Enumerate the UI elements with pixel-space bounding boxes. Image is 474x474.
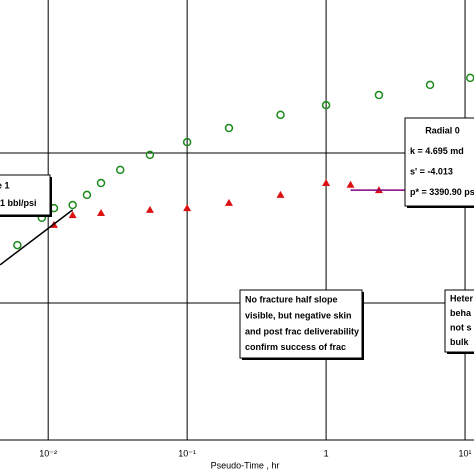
point: [97, 208, 106, 216]
point: [183, 204, 192, 212]
point: [276, 110, 285, 120]
point: [276, 190, 285, 198]
x-tick-label: 10⁻¹: [178, 448, 196, 458]
point: [346, 180, 355, 188]
point: [224, 198, 233, 206]
annotation-text: No fracture half slope: [245, 295, 338, 305]
annotation-text: bulk: [450, 337, 469, 347]
annotation-text: e 1: [0, 181, 10, 191]
x-tick-label: 10¹: [459, 448, 472, 458]
annotation-text: k = 4.695 md: [410, 146, 464, 156]
annotation-box: [444, 289, 474, 353]
annotation-text: Radial 0: [425, 126, 460, 136]
point: [68, 211, 77, 219]
x-tick-label: 10⁻²: [39, 448, 57, 458]
annotation-text: Heter: [450, 294, 474, 304]
point: [182, 137, 192, 147]
point: [322, 179, 331, 187]
point: [115, 165, 125, 175]
x-axis-label: Pseudo-Time , hr: [211, 460, 280, 470]
point: [425, 80, 435, 90]
annotation-text: visible, but negative skin: [245, 310, 352, 320]
annotation-text: confirm success of frac: [245, 342, 346, 352]
point: [13, 240, 22, 250]
point: [145, 205, 154, 213]
point: [465, 73, 474, 83]
point: [145, 150, 155, 160]
annotation-box: [0, 174, 51, 216]
line: [0, 209, 74, 266]
point: [374, 90, 384, 100]
annotation-text: and post frac deliverability: [245, 326, 359, 336]
annotation-text: beha: [450, 308, 472, 318]
annotation-box: [404, 117, 474, 207]
point: [82, 190, 92, 200]
point: [68, 200, 77, 210]
annotation-text: not s: [450, 323, 472, 333]
annotation-text: s' = -4.013: [410, 167, 453, 177]
annotation-text: p* = 3390.90 psi: [410, 187, 474, 197]
x-tick-label: 1: [324, 448, 329, 458]
point: [321, 100, 331, 110]
point: [96, 178, 106, 188]
annotation-box: [239, 289, 363, 359]
annotation-text: -1 bbl/psi: [0, 198, 37, 208]
point: [224, 123, 234, 133]
